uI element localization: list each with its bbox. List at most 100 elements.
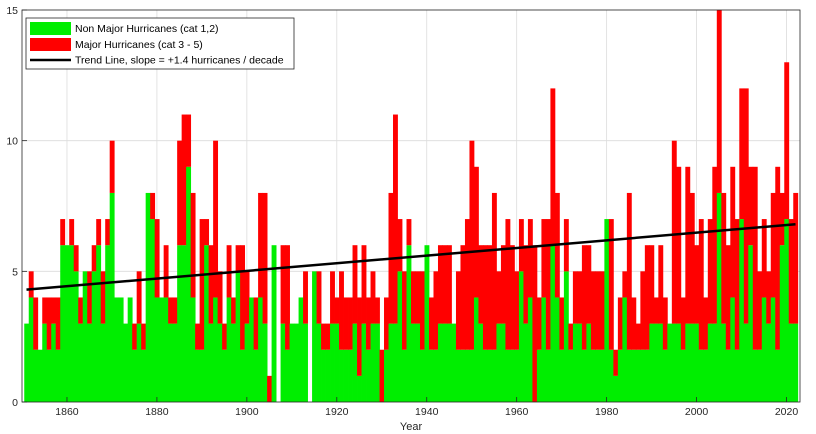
bar-non-major xyxy=(235,271,241,402)
bar-major xyxy=(154,219,160,298)
bar-non-major xyxy=(388,323,394,402)
bar-non-major xyxy=(563,271,569,402)
bar-major xyxy=(240,245,246,350)
bar-non-major xyxy=(334,323,340,402)
bar-major xyxy=(199,219,205,350)
bar-non-major xyxy=(685,323,691,402)
bar-non-major xyxy=(734,349,740,402)
bar-non-major xyxy=(509,349,515,402)
x-tick-label: 2020 xyxy=(775,406,799,418)
bar-major xyxy=(69,219,75,246)
bar-non-major xyxy=(289,323,295,402)
bar-major xyxy=(622,271,628,298)
bar-major xyxy=(487,245,493,350)
bar-major xyxy=(478,245,484,324)
bar-non-major xyxy=(330,323,335,402)
bar-non-major xyxy=(271,245,277,402)
bar-major xyxy=(788,219,794,324)
bar-non-major xyxy=(572,323,578,402)
bar-non-major xyxy=(568,349,574,402)
bar-major xyxy=(397,219,403,272)
bar-non-major xyxy=(402,349,407,402)
bar-non-major xyxy=(770,297,776,402)
bar-major xyxy=(460,245,466,350)
y-axis-ticks: 0 5 10 15 xyxy=(6,5,27,409)
x-tick-label: 1940 xyxy=(415,406,439,418)
bar-non-major xyxy=(527,297,533,402)
bar-major xyxy=(527,219,533,298)
bar-major xyxy=(96,219,102,246)
bar-non-major xyxy=(478,323,484,402)
bar-major xyxy=(348,297,353,350)
bar-non-major xyxy=(244,323,250,402)
bar-non-major xyxy=(487,349,493,402)
bar-major xyxy=(141,323,147,350)
bar-non-major xyxy=(644,349,650,402)
bar-major xyxy=(285,245,290,350)
bar-non-major xyxy=(141,349,147,402)
bar-non-major xyxy=(145,192,151,402)
bar-major xyxy=(28,271,34,298)
bar-major xyxy=(437,245,443,324)
bar-non-major xyxy=(518,271,524,402)
bar-non-major xyxy=(285,349,290,402)
y-tick-label: 5 xyxy=(12,266,18,278)
bar-major xyxy=(640,271,646,350)
bar-non-major xyxy=(208,323,214,402)
bar-major xyxy=(51,297,57,324)
bar-non-major xyxy=(33,349,39,402)
y-tick-label: 10 xyxy=(6,136,18,148)
bar-non-major xyxy=(348,349,353,402)
bar-non-major xyxy=(698,349,704,402)
bar-major xyxy=(136,271,142,324)
x-axis-ticks: 1860 1880 1900 1920 1940 1960 1980 2000 2020 xyxy=(55,397,798,418)
bar-non-major xyxy=(437,323,443,402)
bar-major xyxy=(87,271,93,324)
bar-major xyxy=(707,219,713,324)
bar-major xyxy=(608,219,614,350)
bar-major xyxy=(514,271,520,350)
bar-non-major xyxy=(676,323,682,402)
bar-major xyxy=(150,192,156,220)
bar-major xyxy=(446,245,452,324)
bar-non-major xyxy=(357,375,362,402)
x-tick-label: 1920 xyxy=(325,406,349,418)
bar-non-major xyxy=(590,349,596,402)
bar-non-major xyxy=(154,297,160,402)
bar-major xyxy=(712,166,718,324)
bar-non-major xyxy=(658,323,664,402)
bar-non-major xyxy=(613,375,619,402)
bar-non-major xyxy=(231,323,237,402)
bar-non-major xyxy=(451,323,457,402)
bar-major xyxy=(303,271,308,324)
bar-major xyxy=(415,271,421,324)
bar-non-major xyxy=(743,323,749,402)
bar-major xyxy=(334,297,340,324)
bar-major xyxy=(775,166,781,350)
bar-major xyxy=(599,271,605,350)
bar-major xyxy=(694,245,700,324)
bar-non-major xyxy=(460,349,466,402)
bar-non-major xyxy=(617,349,623,402)
bar-non-major xyxy=(649,323,655,402)
bar-major xyxy=(725,245,731,350)
bar-non-major xyxy=(123,323,129,402)
legend-label-trend: Trend Line, slope = +1.4 hurricanes / de… xyxy=(75,55,284,67)
bar-major xyxy=(442,245,448,324)
bar-non-major xyxy=(491,349,497,402)
bar-major xyxy=(42,297,48,324)
bar-non-major xyxy=(114,297,120,402)
bar-non-major xyxy=(150,219,156,402)
bar-non-major xyxy=(87,323,93,402)
bar-major xyxy=(109,140,115,193)
bar-non-major xyxy=(766,323,772,402)
bar-major xyxy=(649,245,655,324)
bar-major xyxy=(406,219,412,246)
bar-non-major xyxy=(82,271,88,402)
bar-non-major xyxy=(523,323,529,402)
bar-non-major xyxy=(662,349,668,402)
bar-non-major xyxy=(217,323,223,402)
bar-non-major xyxy=(536,349,542,402)
bar-major xyxy=(685,166,691,324)
